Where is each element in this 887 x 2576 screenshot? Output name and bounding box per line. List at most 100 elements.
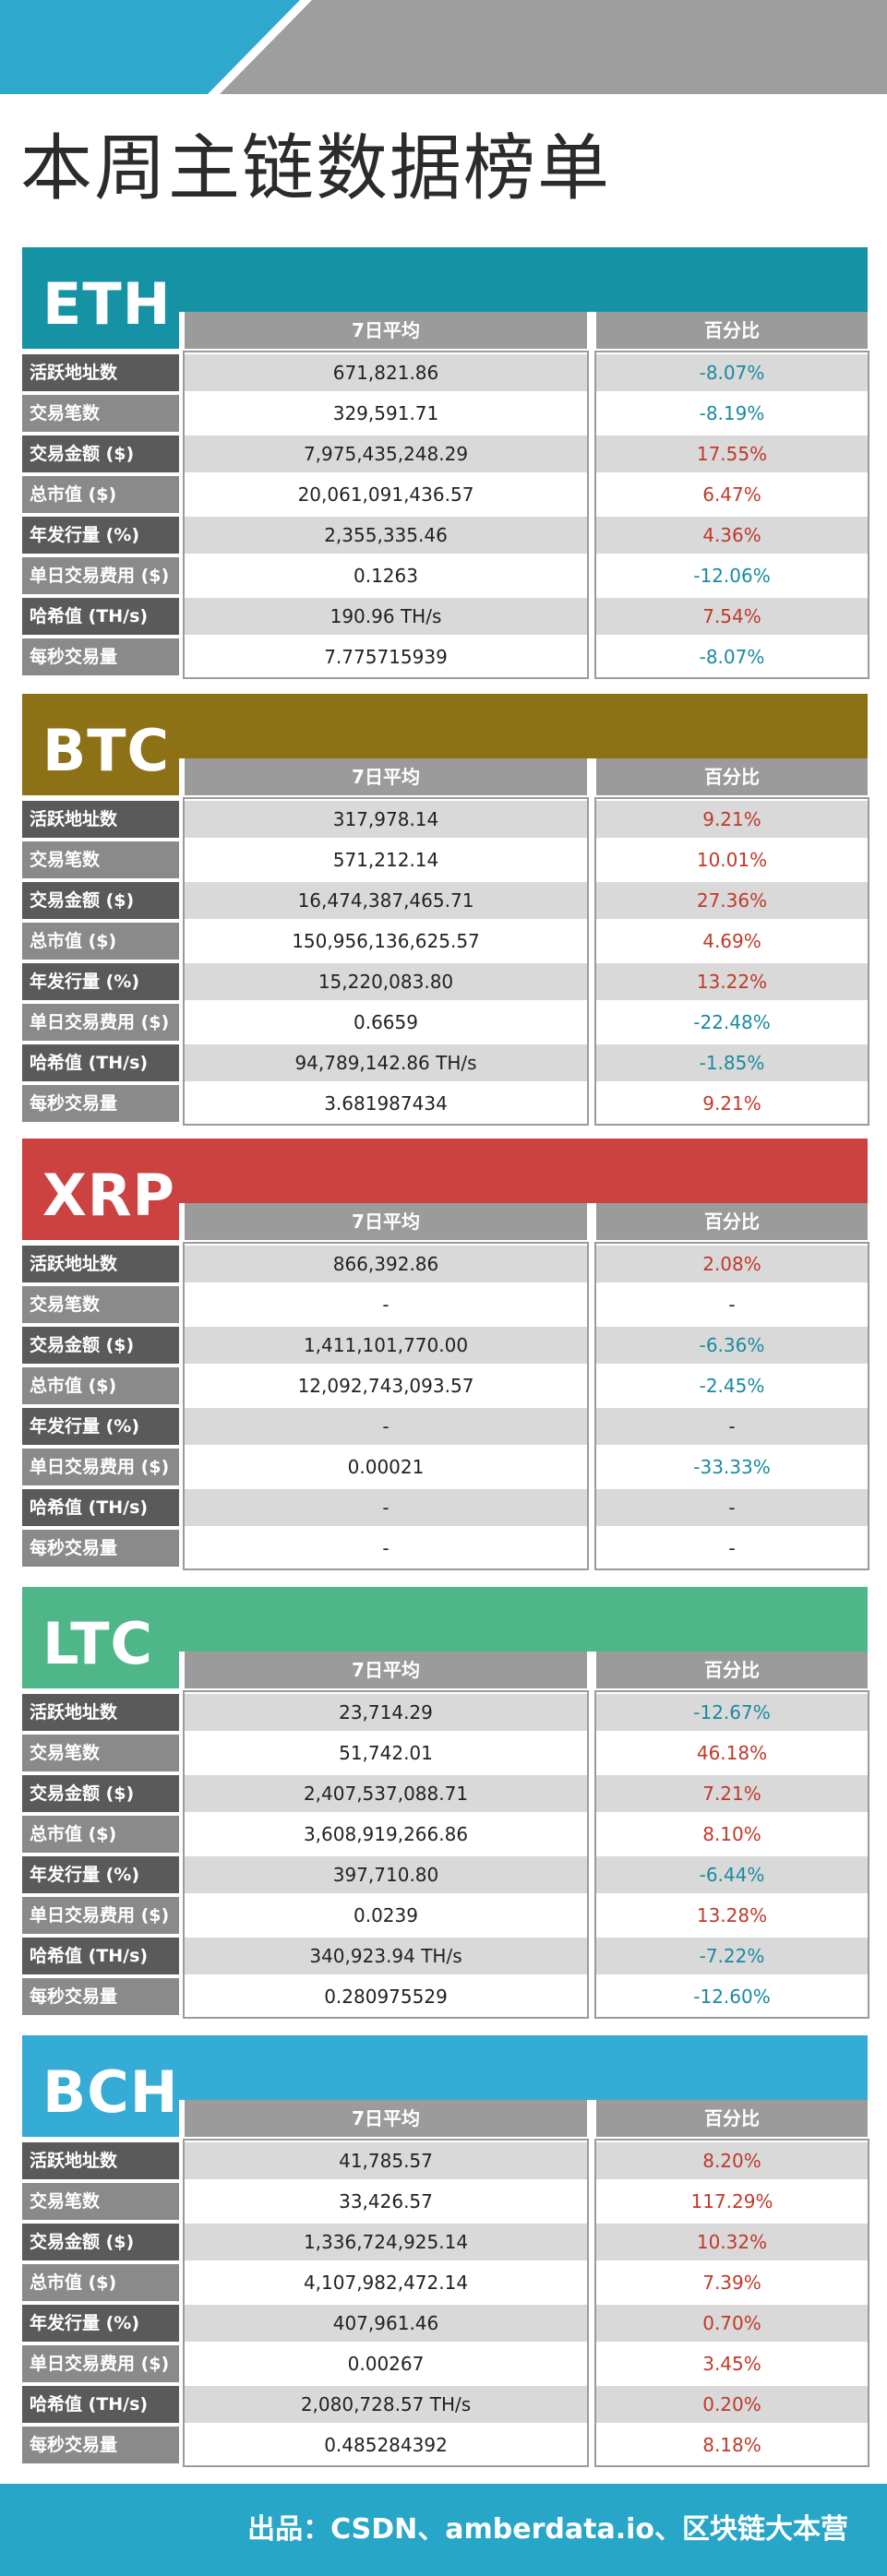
table-row: 每秒交易量 0.280975529 -12.60% [22, 1976, 868, 2017]
metric-7day-average: 51,742.01 [185, 1735, 587, 1771]
data-table: 活跃地址数 41,785.57 8.20% 交易笔数 33,426.57 117.29% 交… [22, 2141, 868, 2465]
page-title: 本周主链数据榜单 [20, 127, 612, 210]
metric-label: 单日交易费用 ($) [22, 2345, 179, 2382]
table-row: 总市值 ($) 3,608,919,266.86 8.10% [22, 1814, 868, 1854]
metric-percentage: -8.07% [596, 354, 868, 391]
metric-7day-average: 15,220,083.80 [185, 963, 587, 1000]
average-column-border [183, 1242, 589, 1570]
metric-7day-average: 4,107,982,472.14 [185, 2264, 587, 2301]
metric-label: 每秒交易量 [22, 1530, 179, 1567]
metric-label: 年发行量 (%) [22, 517, 179, 554]
column-header-percentage: 百分比 [596, 758, 868, 795]
table-row: 年发行量 (%) 397,710.80 -6.44% [22, 1854, 868, 1895]
percentage-column-border [594, 351, 869, 679]
metric-label: 活跃地址数 [22, 2142, 179, 2179]
metric-label: 总市值 ($) [22, 2264, 179, 2301]
metric-7day-average: 340,923.94 TH/s [185, 1938, 587, 1974]
metric-7day-average: 23,714.29 [185, 1694, 587, 1731]
table-row: 年发行量 (%) 407,961.46 0.70% [22, 2303, 868, 2343]
percentage-column-border [594, 1242, 869, 1570]
column-header-7day-average: 7日平均 [185, 312, 587, 349]
metric-percentage: -33.33% [596, 1449, 868, 1485]
section-title: BTC [42, 717, 171, 784]
metric-percentage: 4.69% [596, 923, 868, 960]
column-header-7day-average: 7日平均 [185, 1652, 587, 1688]
metric-percentage: -7.22% [596, 1938, 868, 1974]
percentage-column-border [594, 2139, 869, 2467]
metric-7day-average: 397,710.80 [185, 1856, 587, 1893]
metric-label: 哈希值 (TH/s) [22, 1489, 179, 1526]
column-header-percentage: 百分比 [596, 2100, 868, 2137]
table-row: 年发行量 (%) - - [22, 1406, 868, 1447]
metric-label: 每秒交易量 [22, 2427, 179, 2463]
section-header-bar [22, 2035, 868, 2100]
data-table: 活跃地址数 317,978.14 9.21% 交易笔数 571,212.14 10.01%… [22, 799, 868, 1124]
table-row: 年发行量 (%) 15,220,083.80 13.22% [22, 961, 868, 1002]
metric-percentage: -6.36% [596, 1327, 868, 1364]
metric-percentage: 27.36% [596, 882, 868, 919]
metric-percentage: 0.70% [596, 2305, 868, 2342]
metric-7day-average: - [185, 1530, 587, 1567]
data-table: 活跃地址数 671,821.86 -8.07% 交易笔数 329,591.71 -8.19… [22, 352, 868, 677]
table-row: 交易金额 ($) 1,336,724,925.14 10.32% [22, 2222, 868, 2262]
column-header-percentage: 百分比 [596, 1652, 868, 1688]
metric-label: 哈希值 (TH/s) [22, 1044, 179, 1081]
table-row: 交易笔数 571,212.14 10.01% [22, 840, 868, 880]
metric-7day-average: 671,821.86 [185, 354, 587, 391]
data-table: 活跃地址数 866,392.86 2.08% 交易笔数 - - 交易金额 ($) 1,411,… [22, 1244, 868, 1568]
metric-percentage: 0.20% [596, 2386, 868, 2423]
metric-label: 单日交易费用 ($) [22, 557, 179, 594]
metric-percentage: -6.44% [596, 1856, 868, 1893]
table-row: 活跃地址数 317,978.14 9.21% [22, 799, 868, 840]
metric-percentage: 8.20% [596, 2142, 868, 2179]
table-row: 活跃地址数 671,821.86 -8.07% [22, 352, 868, 393]
metric-7day-average: 2,080,728.57 TH/s [185, 2386, 587, 2423]
footer-credit: 出品：CSDN、amberdata.io、区块链大本营 [247, 2513, 848, 2546]
metric-label: 总市值 ($) [22, 1367, 179, 1404]
metric-7day-average: 7,975,435,248.29 [185, 435, 587, 472]
average-column-border [183, 1690, 589, 2019]
metric-label: 活跃地址数 [22, 1246, 179, 1282]
average-column-border [183, 797, 589, 1126]
table-row: 每秒交易量 0.485284392 8.18% [22, 2425, 868, 2465]
table-row: 总市值 ($) 4,107,982,472.14 7.39% [22, 2262, 868, 2303]
metric-percentage: 10.01% [596, 841, 868, 878]
metric-7day-average: 20,061,091,436.57 [185, 476, 587, 513]
table-row: 交易金额 ($) 16,474,387,465.71 27.36% [22, 880, 868, 921]
metric-percentage: -8.19% [596, 395, 868, 432]
metric-label: 年发行量 (%) [22, 963, 179, 1000]
metric-label: 总市值 ($) [22, 1816, 179, 1853]
table-row: 总市值 ($) 150,956,136,625.57 4.69% [22, 921, 868, 961]
metric-percentage: 8.18% [596, 2427, 868, 2463]
metric-7day-average: 317,978.14 [185, 801, 587, 838]
section-header-bar [22, 1587, 868, 1652]
table-row: 活跃地址数 41,785.57 8.20% [22, 2141, 868, 2181]
footer: 出品：CSDN、amberdata.io、区块链大本营 [0, 2484, 887, 2576]
metric-percentage: - [596, 1286, 868, 1323]
metric-label: 交易金额 ($) [22, 435, 179, 472]
column-header-7day-average: 7日平均 [185, 2100, 587, 2137]
section-title: BCH [42, 2058, 179, 2126]
section-xrp: XRP 7日平均 百分比 活跃地址数 866,392.86 2.08% 交易笔数 - - 交易金额… [22, 1139, 869, 1570]
metric-percentage: -22.48% [596, 1004, 868, 1041]
metric-7day-average: 1,336,724,925.14 [185, 2224, 587, 2260]
average-column-border [183, 2139, 589, 2467]
metric-7day-average: 12,092,743,093.57 [185, 1367, 587, 1404]
metric-label: 交易笔数 [22, 1286, 179, 1323]
metric-label: 交易金额 ($) [22, 2224, 179, 2260]
section-title: XRP [42, 1162, 175, 1229]
percentage-column-border [594, 1690, 869, 2019]
metric-7day-average: 7.775715939 [185, 638, 587, 675]
section-header: BCH [22, 2035, 868, 2137]
metric-label: 年发行量 (%) [22, 1856, 179, 1893]
percentage-column-border [594, 797, 869, 1126]
metric-7day-average: 1,411,101,770.00 [185, 1327, 587, 1364]
metric-label: 交易笔数 [22, 395, 179, 432]
metric-percentage: -1.85% [596, 1044, 868, 1081]
metric-percentage: 8.10% [596, 1816, 868, 1853]
metric-label: 交易金额 ($) [22, 882, 179, 919]
metric-label: 哈希值 (TH/s) [22, 1938, 179, 1974]
column-header-7day-average: 7日平均 [185, 758, 587, 795]
table-row: 交易笔数 - - [22, 1284, 868, 1325]
table-row: 活跃地址数 866,392.86 2.08% [22, 1244, 868, 1284]
